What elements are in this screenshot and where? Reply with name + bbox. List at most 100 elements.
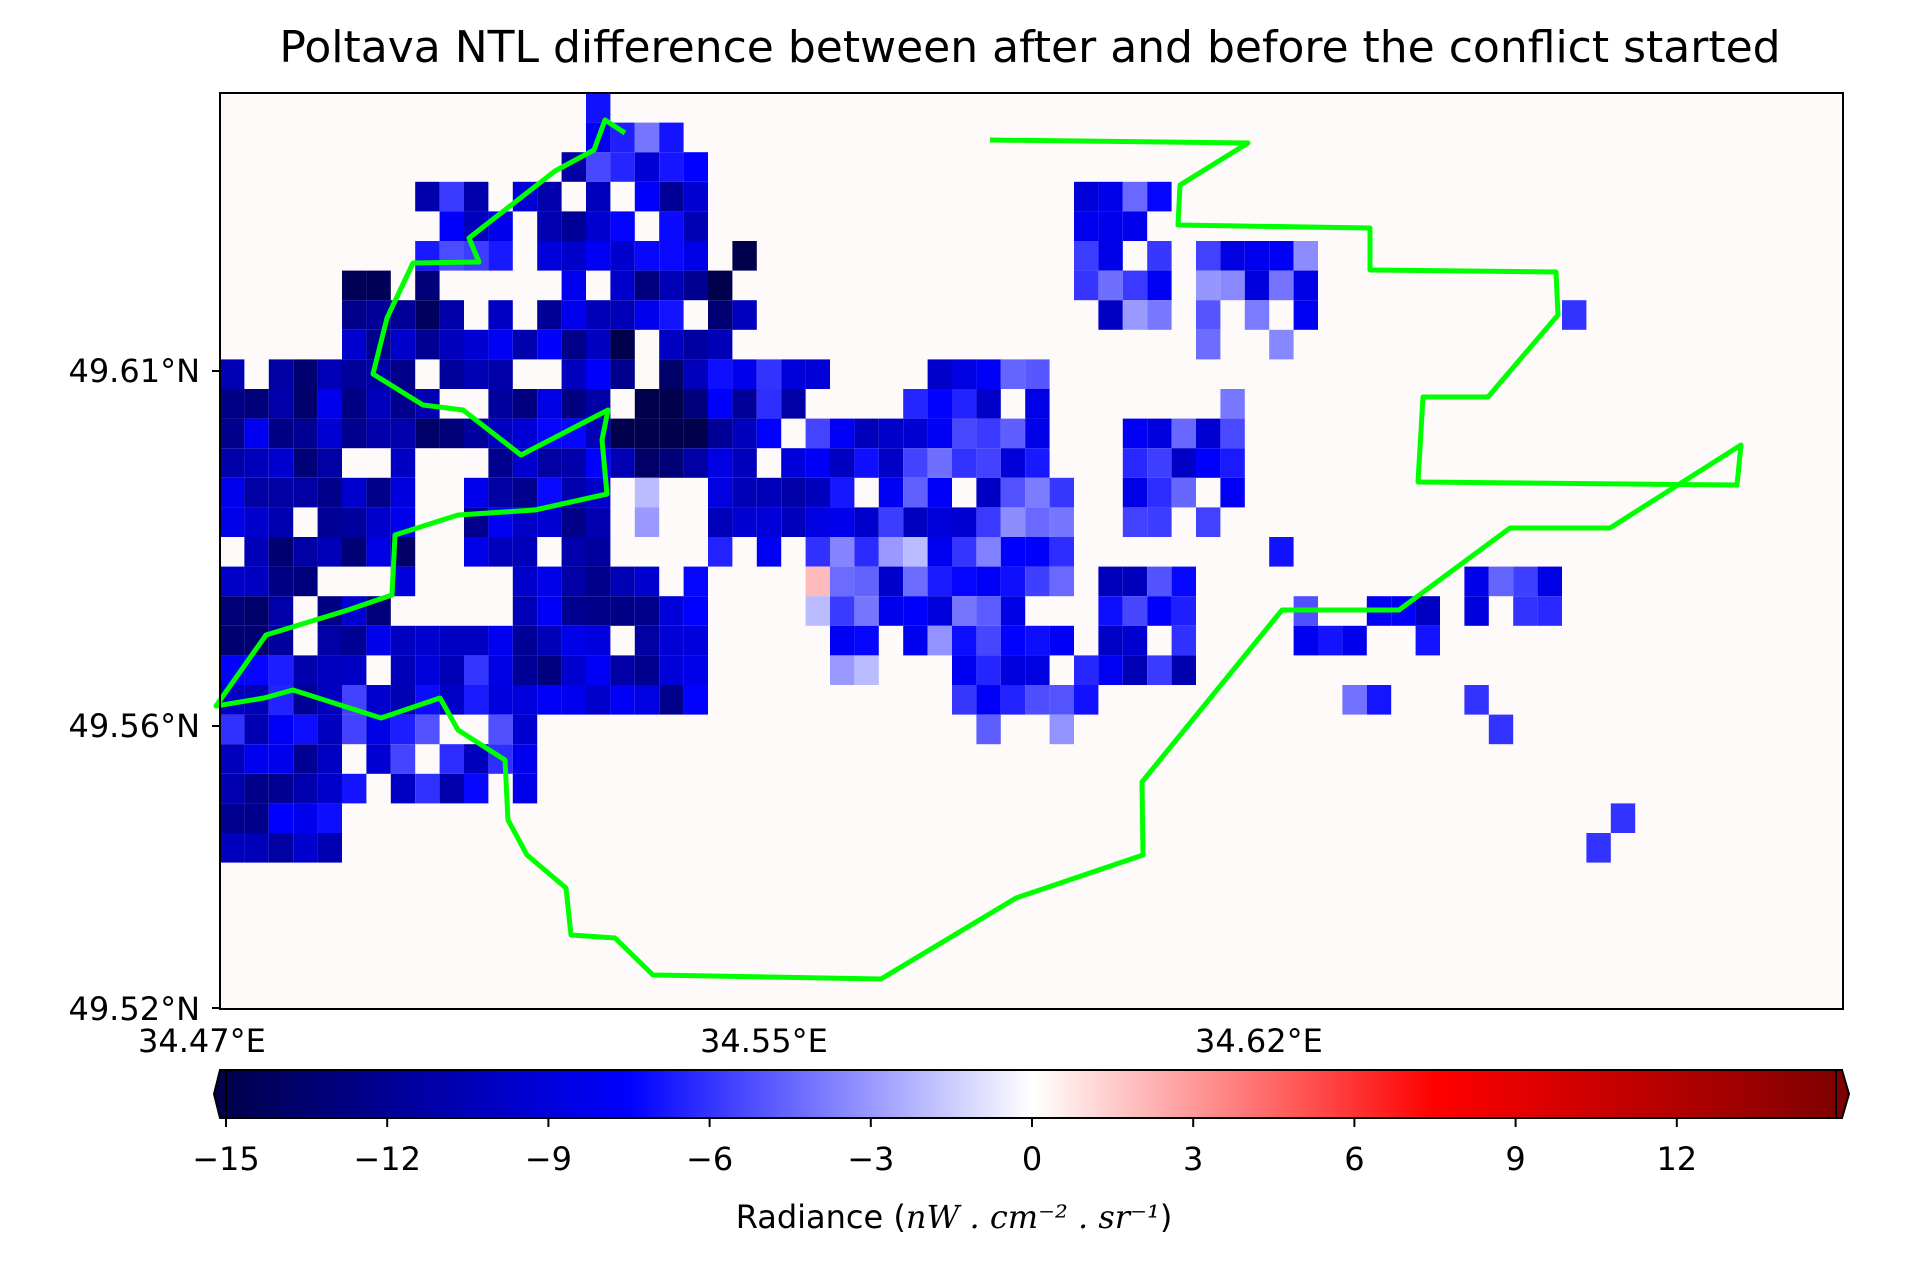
- radiance-pixel: [268, 537, 294, 567]
- colorbar-gradient: [225, 1069, 1839, 1119]
- radiance-pixel: [732, 300, 757, 330]
- radiance-pixel: [610, 359, 635, 389]
- radiance-pixel: [927, 596, 952, 626]
- radiance-pixel: [903, 566, 928, 597]
- radiance-pixel: [244, 803, 269, 833]
- radiance-pixel: [415, 773, 440, 804]
- radiance-pixel: [317, 359, 342, 389]
- radiance-pixel: [1464, 685, 1489, 715]
- radiance-pixel: [1488, 566, 1514, 597]
- radiance-pixel: [390, 329, 416, 360]
- radiance-pixel: [366, 389, 391, 419]
- radiance-pixel: [708, 300, 733, 330]
- radiance-pixel: [634, 507, 660, 537]
- radiance-pixel: [659, 448, 684, 478]
- radiance-pixel: [1098, 270, 1123, 301]
- radiance-pixel: [293, 655, 318, 685]
- radiance-pixel: [1025, 685, 1050, 715]
- radiance-pixel: [1074, 655, 1099, 685]
- radiance-pixel: [952, 685, 977, 715]
- radiance-pixel: [659, 685, 684, 715]
- radiance-pixel: [415, 655, 440, 685]
- radiance-pixel: [293, 566, 318, 597]
- radiance-pixel: [366, 537, 391, 567]
- radiance-pixel: [1074, 211, 1099, 241]
- radiance-pixel: [976, 596, 1001, 626]
- radiance-pixel: [927, 389, 952, 419]
- radiance-pixel: [1269, 241, 1294, 271]
- radiance-pixel: [1098, 655, 1123, 685]
- radiance-pixel: [634, 448, 660, 478]
- radiance-pixel: [512, 714, 538, 745]
- radiance-pixel: [464, 537, 489, 567]
- radiance-pixel: [317, 418, 342, 449]
- radiance-pixel: [1147, 241, 1172, 271]
- radiance-pixel: [781, 389, 806, 419]
- radiance-pixel: [878, 537, 904, 567]
- radiance-pixel: [1000, 359, 1026, 389]
- radiance-pixel: [268, 507, 294, 537]
- radiance-pixel: [1000, 655, 1026, 685]
- radiance-pixel: [1220, 418, 1245, 449]
- radiance-pixel: [976, 477, 1001, 508]
- radiance-pixel: [244, 833, 269, 863]
- radiance-pixel: [634, 418, 660, 449]
- radiance-pixel: [586, 655, 611, 685]
- radiance-pixel: [854, 625, 879, 656]
- radiance-pixel: [878, 418, 904, 449]
- colorbar-label: Radiance (nW . cm⁻² . sr⁻¹): [735, 1198, 1173, 1236]
- radiance-pixel: [708, 329, 733, 360]
- radiance-pixel: [903, 596, 928, 626]
- radiance-pixel: [488, 685, 513, 715]
- radiance-pixel: [366, 477, 391, 508]
- colorbar: [212, 1069, 1851, 1127]
- radiance-pixel: [390, 359, 416, 389]
- radiance-pixel: [1122, 300, 1148, 330]
- radiance-pixel: [805, 359, 830, 389]
- radiance-pixel: [220, 714, 245, 745]
- y-tick-label: 49.61°N: [68, 352, 200, 390]
- radiance-pixel: [732, 448, 757, 478]
- radiance-pixel: [659, 300, 684, 330]
- radiance-pixel: [537, 596, 562, 626]
- colorbar-tick-label: 6: [1344, 1140, 1365, 1178]
- radiance-pixel: [342, 477, 367, 508]
- radiance-pixel: [317, 537, 342, 567]
- radiance-pixel: [659, 270, 684, 301]
- radiance-pixel: [1610, 803, 1636, 833]
- colorbar-tick-label: −15: [192, 1140, 260, 1178]
- radiance-pixel: [659, 596, 684, 626]
- radiance-pixel: [220, 803, 245, 833]
- radiance-pixel: [293, 359, 318, 389]
- radiance-pixel: [220, 477, 245, 508]
- radiance-pixel: [342, 507, 367, 537]
- radiance-pixel: [390, 418, 416, 449]
- radiance-pixel: [683, 270, 708, 301]
- radiance-pixel: [1147, 418, 1172, 449]
- radiance-pixel: [952, 625, 977, 656]
- radiance-pixel: [878, 477, 904, 508]
- radiance-pixel: [952, 566, 977, 597]
- map-axes-frame: [219, 92, 1844, 1010]
- radiance-pixel: [586, 300, 611, 330]
- radiance-pixel: [610, 655, 635, 685]
- radiance-pixel: [366, 270, 391, 301]
- radiance-pixel: [830, 418, 855, 449]
- radiance-pixel: [683, 566, 708, 597]
- radiance-pixel: [1171, 477, 1196, 508]
- radiance-pixel: [586, 181, 611, 212]
- radiance-pixel: [805, 596, 830, 626]
- radiance-pixel: [1537, 566, 1562, 597]
- radiance-pixel: [830, 448, 855, 478]
- radiance-pixel: [976, 507, 1001, 537]
- radiance-pixel: [293, 773, 318, 804]
- radiance-pixel: [561, 448, 586, 478]
- radiance-pixel: [732, 477, 757, 508]
- colorbar-tick-label: 0: [1021, 1140, 1043, 1178]
- radiance-pixel: [610, 418, 635, 449]
- radiance-pixel: [220, 507, 245, 537]
- radiance-pixel: [586, 211, 611, 241]
- radiance-pixel: [317, 448, 342, 478]
- radiance-pixel: [586, 93, 611, 123]
- radiance-pixel: [512, 596, 538, 626]
